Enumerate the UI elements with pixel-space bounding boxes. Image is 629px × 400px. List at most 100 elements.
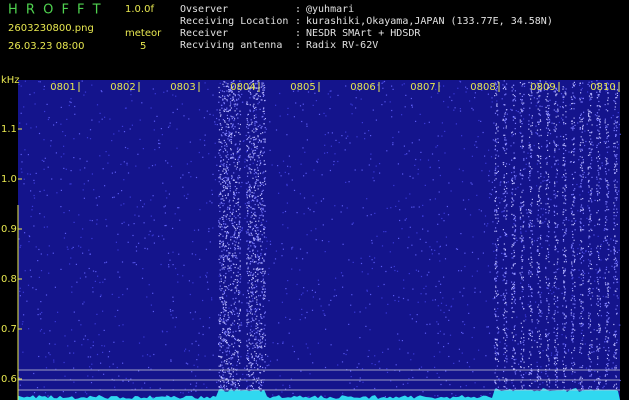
noise-dot <box>546 384 548 386</box>
noise-dot <box>134 388 136 390</box>
noise-dot <box>251 331 253 333</box>
noise-dot <box>555 101 557 103</box>
noise-dot <box>234 249 236 251</box>
noise-dot <box>547 122 549 124</box>
noise-dot <box>513 152 515 154</box>
noise-dot <box>253 218 255 220</box>
noise-dot <box>123 203 125 205</box>
noise-dot <box>330 90 332 92</box>
noise-dot <box>503 308 506 310</box>
noise-dot <box>564 345 566 347</box>
noise-dot <box>262 219 264 221</box>
noise-dot <box>562 119 564 121</box>
noise-dot <box>564 271 566 273</box>
noise-dot <box>611 367 613 369</box>
noise-dot <box>556 372 558 374</box>
noise-dot <box>574 229 576 231</box>
noise-dot <box>249 190 251 192</box>
noise-dot <box>226 234 228 236</box>
noise-dot <box>554 226 557 228</box>
noise-dot <box>570 314 572 316</box>
noise-dot <box>537 369 539 372</box>
noise-dot <box>548 253 550 256</box>
noise-dot <box>522 341 524 343</box>
noise-dot <box>23 183 25 185</box>
noise-dot <box>221 127 223 129</box>
noise-dot <box>253 173 255 175</box>
noise-dot <box>233 93 235 95</box>
noise-dot <box>268 364 270 366</box>
noise-dot <box>255 381 257 383</box>
noise-dot <box>241 93 243 95</box>
noise-dot <box>548 236 550 238</box>
noise-dot <box>538 146 540 148</box>
noise-dot <box>523 168 525 170</box>
noise-dot <box>71 291 73 293</box>
noise-dot <box>221 107 223 109</box>
noise-dot <box>208 230 210 233</box>
noise-dot <box>438 213 440 216</box>
noise-dot <box>63 212 65 214</box>
noise-dot <box>540 208 542 210</box>
noise-dot <box>251 152 254 154</box>
noise-dot <box>230 357 232 359</box>
noise-dot <box>84 272 86 274</box>
noise-dot <box>494 381 497 384</box>
noise-dot <box>531 117 533 119</box>
noise-dot <box>275 129 278 131</box>
noise-dot <box>504 113 506 115</box>
noise-dot <box>495 154 497 156</box>
noise-dot <box>557 251 559 253</box>
noise-dot <box>547 256 549 258</box>
noise-dot <box>505 327 507 329</box>
noise-dot <box>495 277 497 279</box>
noise-dot <box>246 123 248 125</box>
noise-dot <box>248 292 250 295</box>
noise-dot <box>511 159 513 161</box>
noise-dot <box>495 210 497 212</box>
noise-dot <box>260 193 263 195</box>
noise-dot <box>218 221 220 223</box>
noise-dot <box>220 149 222 151</box>
noise-dot <box>222 159 225 161</box>
noise-dot <box>520 274 522 276</box>
datetime: 26.03.23 08:00 <box>8 41 85 52</box>
noise-dot <box>253 143 255 145</box>
noise-dot <box>592 144 594 146</box>
noise-dot <box>222 217 224 219</box>
info-sep: : <box>295 16 301 27</box>
noise-dot <box>494 82 496 84</box>
noise-dot <box>252 300 254 302</box>
noise-dot <box>253 185 255 187</box>
noise-dot <box>419 113 421 115</box>
noise-dot <box>556 261 559 263</box>
noise-dot <box>521 205 523 207</box>
noise-dot <box>219 191 222 193</box>
noise-dot <box>496 100 498 102</box>
noise-dot <box>562 239 565 241</box>
noise-dot <box>23 314 25 316</box>
noise-dot <box>503 86 505 88</box>
noise-dot <box>251 355 253 357</box>
noise-dot <box>133 223 135 225</box>
noise-dot <box>494 174 496 176</box>
noise-dot <box>298 298 301 300</box>
noise-dot <box>447 342 449 345</box>
noise-dot <box>259 95 261 97</box>
noise-dot <box>148 234 150 236</box>
noise-dot <box>576 253 578 255</box>
noise-dot <box>238 300 240 302</box>
noise-dot <box>540 292 543 294</box>
noise-dot <box>495 314 497 316</box>
noise-dot <box>35 172 37 174</box>
noise-dot <box>224 120 226 122</box>
noise-dot <box>253 103 255 105</box>
noise-dot <box>195 375 197 377</box>
noise-dot <box>303 197 306 199</box>
noise-dot <box>528 123 530 125</box>
noise-dot <box>220 193 222 195</box>
noise-dot <box>548 285 550 287</box>
noise-dot <box>555 368 557 370</box>
noise-dot <box>511 253 513 255</box>
noise-dot <box>522 237 524 239</box>
